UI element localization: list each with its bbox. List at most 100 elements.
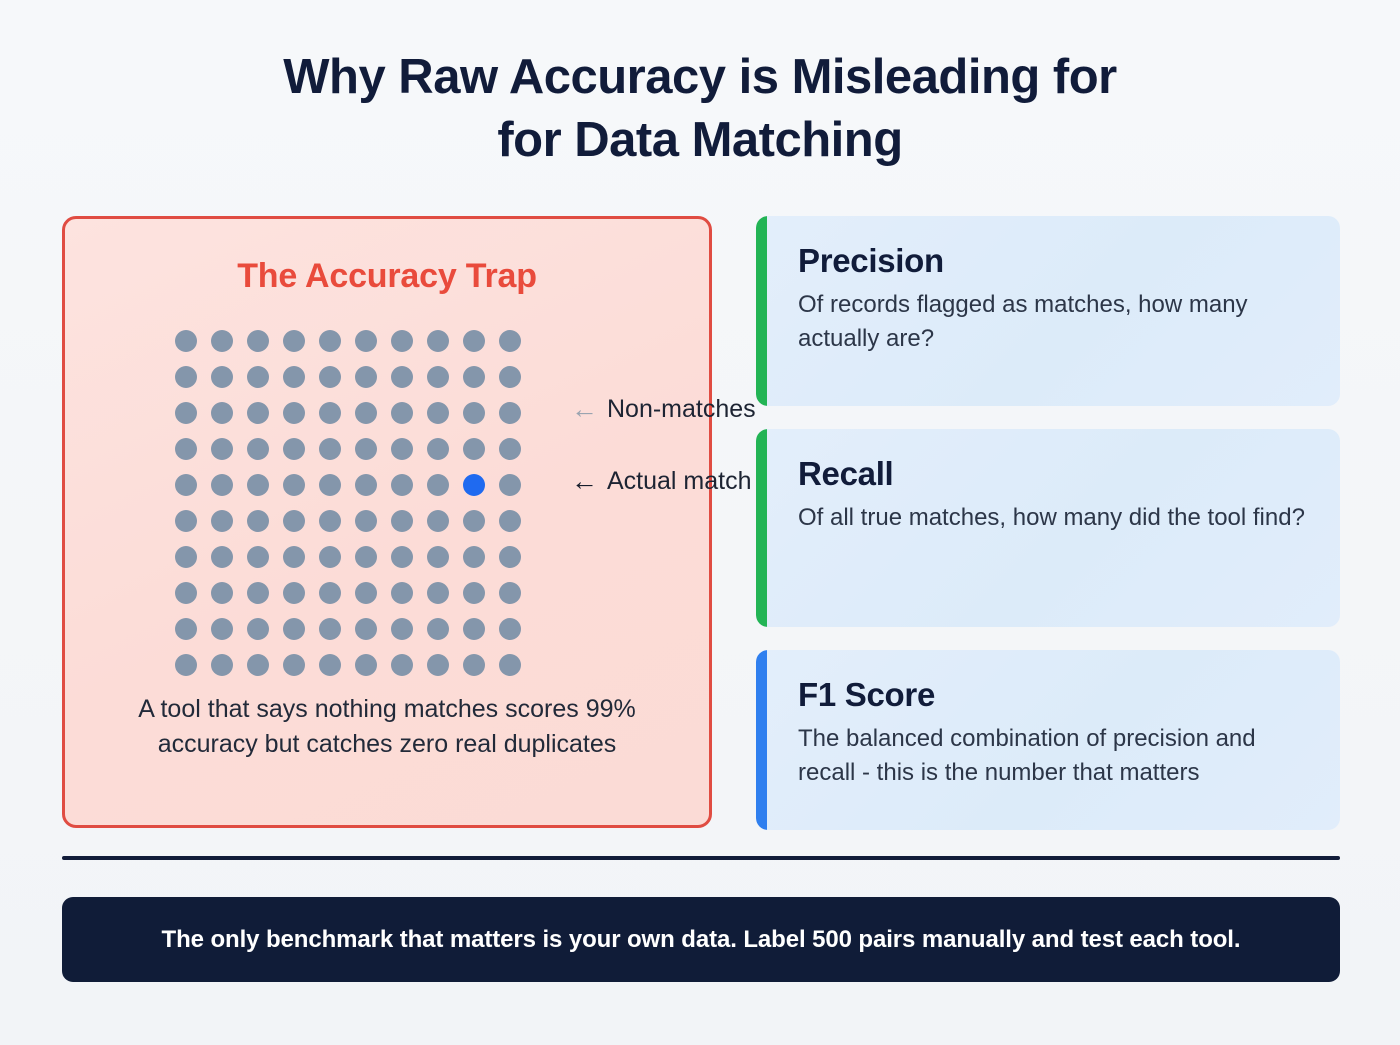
takeaway-banner: The only benchmark that matters is your … (62, 897, 1340, 982)
dot-non-match (499, 474, 521, 496)
dot-grid (175, 330, 535, 690)
dot-non-match (391, 330, 413, 352)
dot-non-match (175, 618, 197, 640)
dot-non-match (211, 654, 233, 676)
dot-non-match (499, 582, 521, 604)
dot-non-match (283, 654, 305, 676)
accent-bar-green (756, 429, 767, 627)
dot-non-match (427, 546, 449, 568)
dot-non-match (391, 510, 413, 532)
dot-non-match (391, 618, 413, 640)
dot-non-match (427, 366, 449, 388)
metric-card-description: Of all true matches, how many did the to… (798, 504, 1305, 531)
dot-non-match (499, 546, 521, 568)
dot-non-match (211, 582, 233, 604)
dot-non-match (499, 402, 521, 424)
dot-non-match (175, 582, 197, 604)
title-line-2: for Data Matching (497, 112, 903, 167)
dot-non-match (175, 474, 197, 496)
accent-bar-blue (756, 650, 767, 830)
page-title: Why Raw Accuracy is Misleading for for D… (0, 0, 1400, 171)
dot-non-match (355, 582, 377, 604)
dot-non-match (319, 618, 341, 640)
dot-non-match (283, 438, 305, 460)
dot-non-match (211, 510, 233, 532)
dot-non-match (499, 654, 521, 676)
dot-non-match (427, 402, 449, 424)
dot-non-match (319, 654, 341, 676)
left-arrow-icon: ← (571, 466, 598, 496)
dot-non-match (427, 618, 449, 640)
dot-non-match (247, 438, 269, 460)
title-line-1: Why Raw Accuracy is Misleading for (283, 50, 1117, 104)
label-non-matches: ← Non-matches (571, 395, 756, 424)
dot-non-match (247, 402, 269, 424)
dot-non-match (175, 330, 197, 352)
metric-card-title: F1 Score (798, 676, 935, 713)
dot-non-match (427, 438, 449, 460)
metric-cards: Precision Of records flagged as matches,… (756, 216, 1340, 830)
dot-non-match (283, 330, 305, 352)
dot-non-match (427, 474, 449, 496)
dot-non-match (463, 402, 485, 424)
dot-non-match (355, 510, 377, 532)
accent-bar-green (756, 216, 767, 406)
dot-non-match (175, 654, 197, 676)
dot-non-match (499, 510, 521, 532)
dot-non-match (355, 438, 377, 460)
dot-non-match (283, 402, 305, 424)
dot-non-match (355, 618, 377, 640)
dot-non-match (247, 510, 269, 532)
dot-non-match (283, 582, 305, 604)
dot-non-match (391, 654, 413, 676)
left-arrow-icon: ← (571, 394, 598, 424)
metric-card-title: Precision (798, 242, 944, 279)
dot-non-match (283, 546, 305, 568)
dot-non-match (355, 366, 377, 388)
dot-non-match (463, 654, 485, 676)
dot-non-match (463, 618, 485, 640)
dot-non-match (319, 366, 341, 388)
caption-line-2: accuracy but catches zero real duplicate… (157, 729, 617, 758)
metric-card-precision: Precision Of records flagged as matches,… (756, 216, 1340, 406)
metric-card-description: The balanced combination of precision an… (798, 725, 1256, 786)
dot-non-match (499, 618, 521, 640)
dot-non-match (211, 438, 233, 460)
dot-non-match (211, 366, 233, 388)
accuracy-trap-panel: The Accuracy Trap ← Non-matches ← Actual… (62, 216, 756, 828)
dot-non-match (463, 510, 485, 532)
dot-non-match (355, 654, 377, 676)
dot-non-match (391, 366, 413, 388)
dot-non-match (319, 402, 341, 424)
metric-card-f1-score: F1 Score The balanced combination of pre… (756, 650, 1340, 830)
title-heading: Why Raw Accuracy is Misleading for for D… (0, 46, 1400, 171)
dot-non-match (463, 582, 485, 604)
dot-non-match (283, 366, 305, 388)
section-divider (62, 856, 1340, 860)
dot-non-match (391, 546, 413, 568)
dot-non-match (427, 582, 449, 604)
dot-non-match (499, 330, 521, 352)
takeaway-banner-text: The only benchmark that matters is your … (161, 925, 1241, 953)
dot-non-match (175, 366, 197, 388)
dot-non-match (319, 510, 341, 532)
dot-non-match (427, 510, 449, 532)
dot-non-match (175, 438, 197, 460)
dot-actual-match (463, 474, 485, 496)
dot-non-match (283, 474, 305, 496)
dot-grid-area: ← Non-matches ← Actual match (91, 330, 756, 680)
dot-non-match (211, 474, 233, 496)
dot-non-match (391, 402, 413, 424)
dot-non-match (211, 618, 233, 640)
dot-non-match (247, 546, 269, 568)
dot-non-match (283, 510, 305, 532)
dot-non-match (175, 546, 197, 568)
label-actual-match: ← Actual match (571, 467, 752, 496)
caption-line-1: A tool that says nothing matches scores … (138, 695, 636, 723)
dot-non-match (355, 402, 377, 424)
dot-non-match (463, 438, 485, 460)
label-non-matches-text: Non-matches (607, 395, 756, 423)
dot-non-match (355, 474, 377, 496)
dot-non-match (319, 438, 341, 460)
